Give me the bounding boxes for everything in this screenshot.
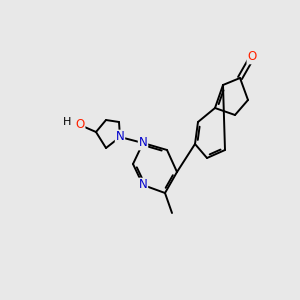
Text: O: O: [248, 50, 256, 64]
Text: N: N: [139, 136, 147, 149]
Text: O: O: [75, 118, 85, 131]
Text: H: H: [63, 117, 71, 127]
Text: N: N: [116, 130, 124, 143]
Text: N: N: [139, 178, 147, 191]
Text: H: H: [63, 117, 71, 127]
